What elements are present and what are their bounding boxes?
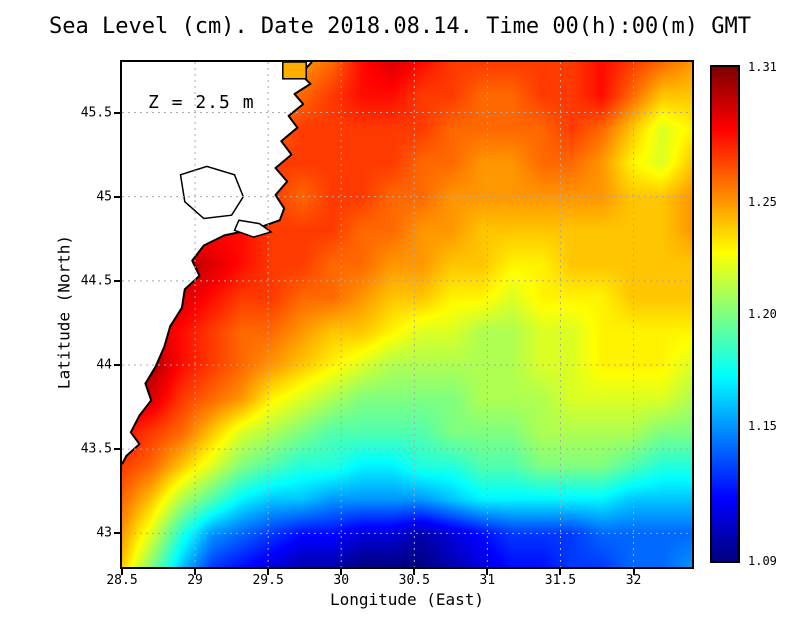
x-tick-mark [194,569,197,575]
x-tick-label: 28.5 [106,573,138,588]
land-mask [122,62,312,465]
lagoon-outline [179,165,245,220]
y-tick-mark [114,111,120,114]
x-tick-mark [559,569,562,575]
x-tick-mark [632,569,635,575]
x-tick-label: 31 [479,573,496,588]
y-tick-mark [114,279,120,282]
colorbar-tick-label: 1.09 [748,554,777,568]
x-tick-mark [340,569,343,575]
y-tick-label: 43.5 [80,441,112,457]
x-tick-mark [267,569,270,575]
plot-title: Sea Level (cm). Date 2018.08.14. Time 00… [49,14,751,39]
x-tick-mark [486,569,489,575]
x-tick-label: 32 [625,573,642,588]
colorbar-tick-label: 1.25 [748,194,777,209]
colorbar-tick-label: 1.20 [748,307,777,321]
colorbar [710,65,740,563]
coastline [122,62,313,465]
x-tick-label: 30 [333,573,350,588]
plot-area: Z = 2.5 m [120,60,694,569]
x-tick-label: 29.5 [252,573,284,588]
x-tick-label: 30.5 [398,573,430,588]
colorbar-tick-label: 1.15 [748,419,777,434]
y-tick-mark [114,195,120,198]
map-overlay [122,62,692,567]
y-tick-label: 44 [96,357,112,373]
colorbar-canvas [712,67,738,561]
x-tick-mark [413,569,416,575]
x-tick-label: 31.5 [544,573,577,588]
delta-inlet [282,62,307,80]
y-tick-mark [114,364,120,366]
x-tick-mark [121,569,123,575]
x-tick-label: 29 [187,573,203,588]
y-tick-mark [114,532,120,535]
depth-annotation: Z = 2.5 m [148,92,255,113]
colorbar-tick-label: 1.31 [748,60,777,74]
lagoon-outline [233,219,273,238]
y-tick-mark [114,448,120,451]
x-axis-label: Longitude (East) [329,590,485,609]
y-tick-label: 43 [96,525,112,541]
y-tick-label: 45.5 [80,105,112,120]
y-tick-label: 45 [96,189,112,205]
y-tick-label: 44.5 [80,273,112,289]
